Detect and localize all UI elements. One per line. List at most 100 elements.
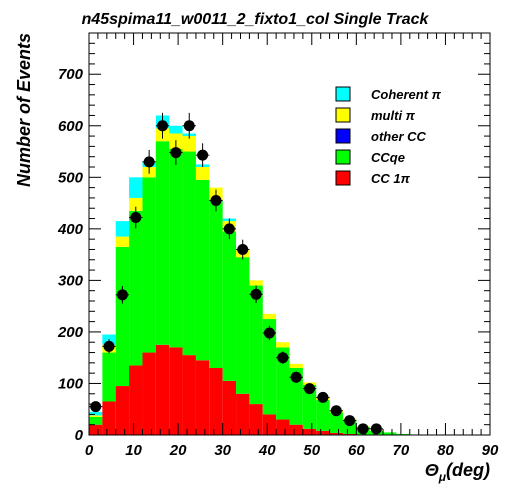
legend-label: CCqe xyxy=(371,150,405,165)
histogram-bar xyxy=(182,151,196,356)
histogram-bar xyxy=(115,386,130,435)
data-point xyxy=(116,289,128,301)
data-point xyxy=(223,223,235,235)
histogram-bar xyxy=(102,401,116,435)
histogram-bar xyxy=(209,200,223,368)
histogram-bar xyxy=(89,424,103,435)
histogram-bar xyxy=(89,416,103,425)
x-axis-label-subscript: μ xyxy=(438,470,447,484)
histogram-bar xyxy=(182,136,196,152)
histogram-bar xyxy=(262,319,277,415)
histogram-bar xyxy=(155,344,170,435)
histogram-bar xyxy=(262,313,277,320)
x-axis-label: Θμ(deg) xyxy=(425,460,490,484)
legend-label: CC 1π xyxy=(371,171,411,186)
legend-swatch xyxy=(335,86,351,102)
data-point xyxy=(290,371,302,383)
x-axis-label-unit: (deg) xyxy=(446,460,490,480)
legend-label: Coherent π xyxy=(371,87,442,102)
data-point xyxy=(317,391,329,403)
data-points xyxy=(89,112,384,435)
x-tick-label: 60 xyxy=(348,442,365,459)
histogram-bar xyxy=(316,430,330,435)
x-tick-label: 0 xyxy=(85,442,94,459)
histogram-bar xyxy=(249,404,263,435)
histogram-bar xyxy=(89,411,103,416)
legend-label: multi π xyxy=(371,108,416,123)
y-tick-label: 200 xyxy=(57,324,84,341)
histogram-bar xyxy=(142,177,156,353)
legend-swatch xyxy=(335,149,351,165)
histogram-bar xyxy=(289,368,303,425)
y-tick-label: 700 xyxy=(58,66,84,83)
legend-swatch xyxy=(335,128,351,144)
x-tick-label: 70 xyxy=(393,442,410,459)
histogram-bar xyxy=(155,141,170,345)
histogram-bar xyxy=(102,352,116,402)
x-tick-label: 80 xyxy=(437,442,454,459)
legend-swatch xyxy=(335,170,351,186)
data-point xyxy=(330,405,342,417)
data-point xyxy=(143,156,155,168)
data-point xyxy=(357,423,369,435)
y-tick-label: 300 xyxy=(58,272,84,289)
histogram-bar xyxy=(169,125,183,134)
histogram-bar xyxy=(262,414,277,435)
data-point xyxy=(344,415,356,427)
data-point xyxy=(90,401,102,413)
histogram-bar xyxy=(329,412,343,433)
histogram-bar xyxy=(115,236,130,247)
histogram-bar xyxy=(222,231,237,381)
x-tick-label: 90 xyxy=(482,442,499,459)
histogram-bar xyxy=(316,399,330,431)
histogram-bar xyxy=(129,197,143,211)
histogram-bar xyxy=(302,385,317,429)
histogram-bar xyxy=(342,433,357,435)
x-axis-label-symbol: Θ xyxy=(425,460,439,480)
y-axis: 0 100 200 300 400 500 600 700 xyxy=(57,32,490,444)
histogram-bar xyxy=(249,285,263,405)
x-axis: 0 10 20 30 40 50 60 70 80 90 xyxy=(85,33,499,459)
x-tick-label: 50 xyxy=(303,442,320,459)
histogram-bar xyxy=(169,347,183,435)
data-point xyxy=(103,340,115,352)
histogram-bar xyxy=(129,210,143,366)
histogram-bar xyxy=(129,177,143,198)
histogram-bar xyxy=(222,380,237,435)
histogram-bar xyxy=(396,433,410,435)
histogram-bar xyxy=(169,148,183,348)
y-tick-label: 0 xyxy=(75,427,84,444)
histogram-bar xyxy=(115,246,130,387)
histogram-bar xyxy=(89,415,103,417)
histogram-stack xyxy=(89,115,424,435)
data-point xyxy=(210,195,222,206)
data-point xyxy=(304,383,316,395)
data-point xyxy=(237,243,249,255)
data-point xyxy=(157,120,169,132)
chart-title: n45spima11_w0011_2_fixto1_col Single Tra… xyxy=(82,11,430,28)
histogram-bar xyxy=(276,342,290,348)
histogram-bar xyxy=(302,428,317,435)
data-point xyxy=(183,120,195,132)
data-point xyxy=(170,147,182,159)
y-tick-label: 100 xyxy=(58,375,84,392)
histogram-bar xyxy=(195,360,210,435)
legend-label: other CC xyxy=(371,129,427,144)
data-point xyxy=(263,327,275,339)
histogram-bar xyxy=(115,221,130,237)
histogram-bar xyxy=(142,352,156,435)
histogram-bar xyxy=(129,365,143,435)
x-tick-label: 20 xyxy=(169,442,187,459)
histogram-bar xyxy=(249,280,263,286)
x-tick-label: 40 xyxy=(258,442,276,459)
histogram-bar xyxy=(383,432,397,435)
histogram-bar xyxy=(195,179,210,361)
y-tick-label: 400 xyxy=(57,221,84,238)
data-point xyxy=(130,212,142,224)
data-point xyxy=(250,288,262,300)
legend: Coherent π multi π other CC CCqe CC 1π xyxy=(335,86,442,186)
legend-swatch xyxy=(335,107,351,123)
histogram-bar xyxy=(276,347,290,420)
x-tick-label: 10 xyxy=(125,442,142,459)
